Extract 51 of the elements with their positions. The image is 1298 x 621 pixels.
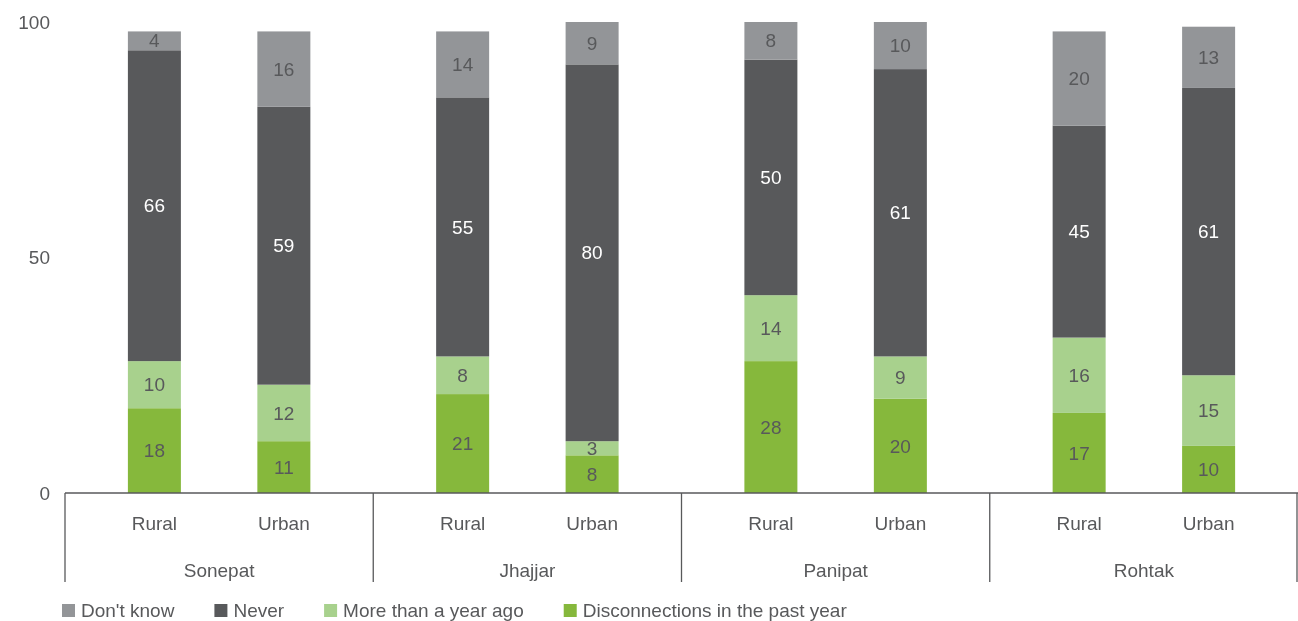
x-tick-label: Urban: [566, 513, 618, 534]
x-tick-label: Rural: [748, 513, 794, 534]
data-label: 14: [760, 317, 782, 339]
data-label: 15: [1198, 400, 1220, 422]
data-label: 80: [581, 242, 603, 264]
data-label: 10: [889, 35, 911, 57]
data-label: 59: [273, 235, 295, 257]
text: Sonepat: [183, 560, 256, 581]
legend-label: Disconnections in the past year: [582, 600, 848, 621]
x-tick-label: Urban: [874, 513, 927, 534]
text: Jhajjar: [499, 560, 557, 581]
y-tick-label: 0: [39, 482, 50, 504]
data-label: 8: [765, 30, 777, 52]
data-label: 4: [149, 30, 161, 52]
legend-label: More than a year ago: [343, 600, 524, 621]
data-label: 14: [452, 54, 474, 76]
data-label: 8: [457, 364, 468, 386]
data-label: 10: [1198, 459, 1220, 481]
legend-label: Don't know: [81, 600, 175, 621]
legend-label: Never: [233, 600, 285, 621]
data-label: 16: [1068, 364, 1090, 386]
data-label: 61: [889, 202, 911, 224]
data-label: 10: [143, 374, 165, 396]
y-tick-label: 50: [28, 247, 50, 269]
data-label: 66: [143, 195, 165, 217]
x-tick-label: Rural: [439, 513, 486, 534]
x-tick-label: Urban: [257, 513, 310, 534]
data-label: 21: [452, 433, 474, 455]
data-label: 13: [1198, 46, 1220, 68]
text: Rohtak: [1113, 560, 1175, 581]
data-label: 55: [452, 216, 474, 238]
data-label: 45: [1068, 221, 1090, 243]
data-label: 28: [760, 416, 782, 438]
data-label: 12: [273, 402, 295, 424]
data-label: 20: [1068, 68, 1090, 90]
data-label: 11: [273, 456, 294, 478]
data-label: 8: [586, 463, 598, 485]
data-label: 9: [586, 32, 598, 54]
y-tick-label: 100: [18, 11, 50, 33]
data-label: 50: [760, 167, 782, 189]
data-label: 3: [586, 437, 598, 459]
x-tick-label: Rural: [131, 513, 178, 534]
data-label: 16: [273, 58, 295, 80]
data-label: 61: [1198, 221, 1220, 243]
data-label: 17: [1068, 442, 1090, 464]
data-label: 20: [889, 435, 911, 457]
x-tick-label: Rural: [1056, 513, 1102, 534]
x-tick-label: Urban: [1182, 513, 1235, 534]
data-label: 18: [143, 440, 165, 462]
text: Panipat: [803, 560, 869, 581]
data-label: 9: [895, 367, 906, 389]
